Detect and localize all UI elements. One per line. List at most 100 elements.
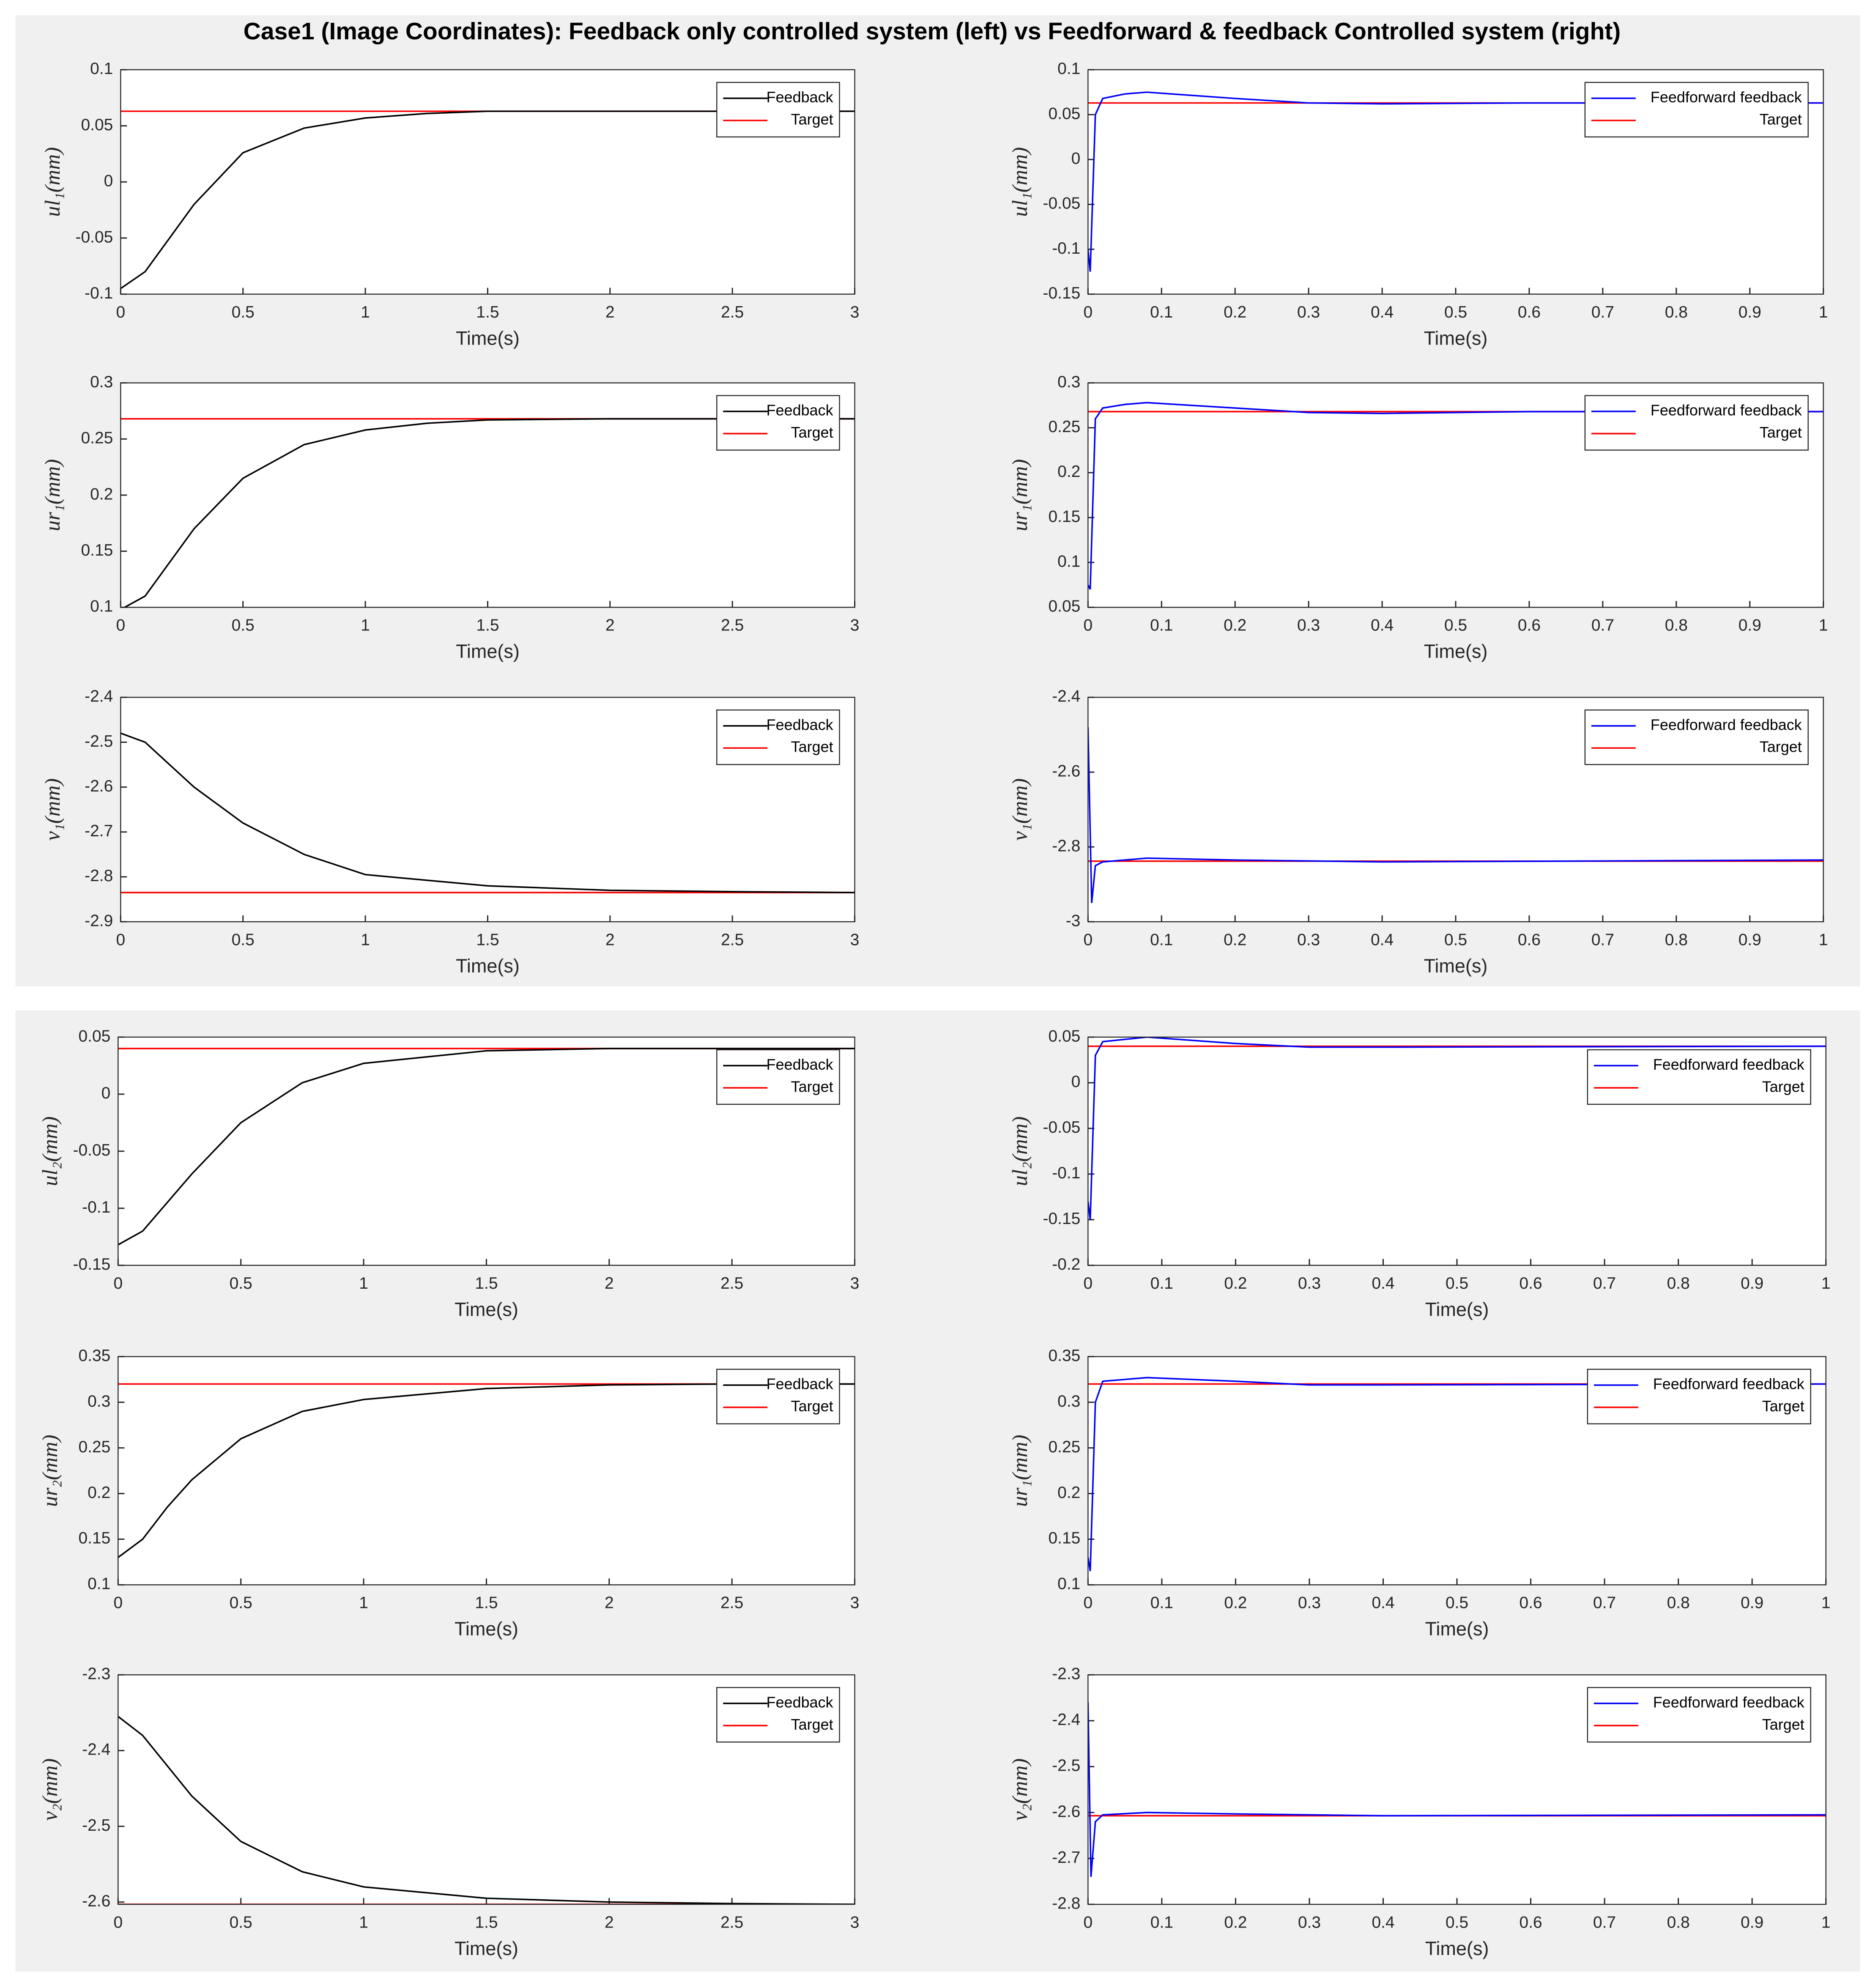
x-tick-label: 0.3 xyxy=(1297,303,1320,321)
legend-label: Target xyxy=(791,1397,833,1415)
x-tick-label: 1.5 xyxy=(476,303,499,321)
y-tick-label: 0.05 xyxy=(78,1027,110,1045)
y-tick-label: 0.1 xyxy=(1057,1575,1080,1593)
x-axis-label: Time(s) xyxy=(455,1618,518,1640)
legend-label: Target xyxy=(1760,424,1802,441)
x-tick-label: 0.2 xyxy=(1224,303,1246,321)
x-tick-label: 1 xyxy=(359,1594,368,1612)
x-tick-label: 1.5 xyxy=(476,931,499,949)
legend-label: Feedback xyxy=(767,1375,834,1393)
y-tick-label: 0.15 xyxy=(81,541,113,559)
series-group xyxy=(1088,1037,1826,1220)
x-tick-label: 0.7 xyxy=(1593,1274,1616,1292)
series-group xyxy=(118,1716,855,1905)
legend-label: Target xyxy=(1760,738,1802,756)
axes-box xyxy=(1087,1674,1826,1905)
x-tick-label: 0.7 xyxy=(1593,1913,1616,1931)
x-tick-label: 0.3 xyxy=(1297,931,1320,949)
y-axis-label: ur₂(mm) xyxy=(38,1435,62,1507)
y-tick-label: -2.4 xyxy=(82,1741,110,1759)
x-axis-label: Time(s) xyxy=(456,641,520,662)
y-tick-label: 0.25 xyxy=(78,1438,110,1456)
y-tick-label: -2.4 xyxy=(85,687,113,706)
x-tick-label: 0.8 xyxy=(1665,931,1688,949)
x-tick-label: 0.6 xyxy=(1519,1594,1542,1612)
x-tick-label: 0 xyxy=(1084,931,1093,949)
subplot: 0 0.5 1 1.5 2 2.5 3 -0.15 -0.1 -0.05 0 0.05 Time(s) u… xyxy=(38,1027,859,1320)
legend-label: Feedback xyxy=(767,1693,834,1711)
x-tick-label: 3 xyxy=(850,1594,860,1612)
subplot: 0 0.1 0.2 0.3 0.4 0.5 0.6 0.7 0.8 0.9 1 -2.8 -2.7 -2.… xyxy=(1008,1665,1830,1959)
axes-box xyxy=(1087,697,1824,923)
x-tick-label: 0.2 xyxy=(1224,616,1246,635)
y-axis-label: v₁(mm) xyxy=(1008,778,1032,841)
y-tick-label: 0.3 xyxy=(88,1392,110,1410)
series-line xyxy=(123,418,855,608)
subplot: 0 0.1 0.2 0.3 0.4 0.5 0.6 0.7 0.8 0.9 1 -0.2 -0.15 -0… xyxy=(1008,1027,1830,1320)
y-axis-label: ul₁(mm) xyxy=(41,147,65,217)
x-tick-label: 0.1 xyxy=(1150,931,1173,949)
x-tick-label: 3 xyxy=(850,1913,860,1931)
legend-label: Feedback xyxy=(767,1056,834,1073)
y-tick-label: 0.2 xyxy=(90,485,113,503)
y-tick-label: -0.05 xyxy=(76,228,113,246)
y-axis-label: v₂(mm) xyxy=(38,1758,62,1821)
x-tick-label: 0.1 xyxy=(1150,1274,1173,1292)
y-tick-label: -0.15 xyxy=(1043,284,1081,302)
series-group xyxy=(1088,1702,1826,1877)
x-tick-label: 0.3 xyxy=(1297,616,1320,635)
x-tick-label: 0 xyxy=(1084,303,1093,321)
x-tick-label: 0 xyxy=(1084,1913,1093,1931)
x-axis-label: Time(s) xyxy=(456,955,520,977)
x-tick-label: 0.5 xyxy=(1446,1274,1468,1292)
x-tick-label: 0.4 xyxy=(1372,1274,1394,1292)
y-tick-label: -2.9 xyxy=(85,912,113,930)
x-tick-label: 0.5 xyxy=(1444,931,1467,949)
legend-label: Target xyxy=(791,110,833,128)
series-group xyxy=(1088,1377,1826,1572)
x-tick-label: 2 xyxy=(605,931,615,949)
legend-label: Feedforward feedback xyxy=(1653,1693,1805,1711)
x-tick-label: 1.5 xyxy=(475,1913,498,1931)
subplot: 0 0.1 0.2 0.3 0.4 0.5 0.6 0.7 0.8 0.9 1 -0.15 -0.1 -0… xyxy=(1008,60,1828,349)
legend-label: Feedback xyxy=(767,402,834,419)
series-group xyxy=(118,1048,855,1246)
legend-box xyxy=(716,1687,840,1743)
legend-label: Feedforward feedback xyxy=(1651,402,1802,419)
legend-label: Target xyxy=(1762,1716,1805,1733)
y-tick-label: 0.05 xyxy=(1048,597,1080,616)
legend-label: Target xyxy=(1762,1078,1805,1095)
x-tick-label: 0.9 xyxy=(1739,303,1761,321)
y-tick-label: -2.3 xyxy=(1052,1665,1080,1683)
y-tick-label: 0.1 xyxy=(88,1575,110,1593)
legend-box xyxy=(1587,1049,1811,1105)
axes-box xyxy=(1087,1036,1826,1266)
x-tick-label: 1 xyxy=(1821,1913,1831,1931)
x-tick-label: 0.8 xyxy=(1667,1913,1690,1931)
y-tick-label: -2.3 xyxy=(82,1665,110,1683)
series-line xyxy=(1088,1702,1826,1877)
x-tick-label: 0.4 xyxy=(1372,1594,1394,1612)
legend-box xyxy=(1584,395,1809,451)
x-tick-label: 3 xyxy=(850,931,860,949)
x-tick-label: 0.6 xyxy=(1518,931,1541,949)
x-tick-label: 0.9 xyxy=(1739,931,1761,949)
series-line xyxy=(1088,91,1824,272)
x-tick-label: 0.5 xyxy=(232,616,255,635)
x-tick-label: 0.5 xyxy=(1444,616,1467,635)
y-tick-label: -0.2 xyxy=(1052,1255,1080,1273)
x-tick-label: 0.2 xyxy=(1224,1274,1247,1292)
y-tick-label: 0.3 xyxy=(1057,373,1080,391)
y-tick-label: 0.1 xyxy=(1057,60,1080,78)
legend-box xyxy=(1587,1687,1811,1743)
y-axis-label: ul₁(mm) xyxy=(1008,147,1032,217)
x-tick-label: 0.5 xyxy=(232,931,255,949)
x-tick-label: 0 xyxy=(116,931,125,949)
x-tick-label: 0.4 xyxy=(1372,1913,1394,1931)
series-group xyxy=(120,732,855,893)
y-tick-label: -2.8 xyxy=(1052,1894,1080,1912)
series-line xyxy=(120,110,855,289)
subplot: 0 0.1 0.2 0.3 0.4 0.5 0.6 0.7 0.8 0.9 10.10.150.20… xyxy=(1008,1347,1830,1640)
legend-label: Target xyxy=(791,424,833,441)
axes-box xyxy=(120,69,855,295)
